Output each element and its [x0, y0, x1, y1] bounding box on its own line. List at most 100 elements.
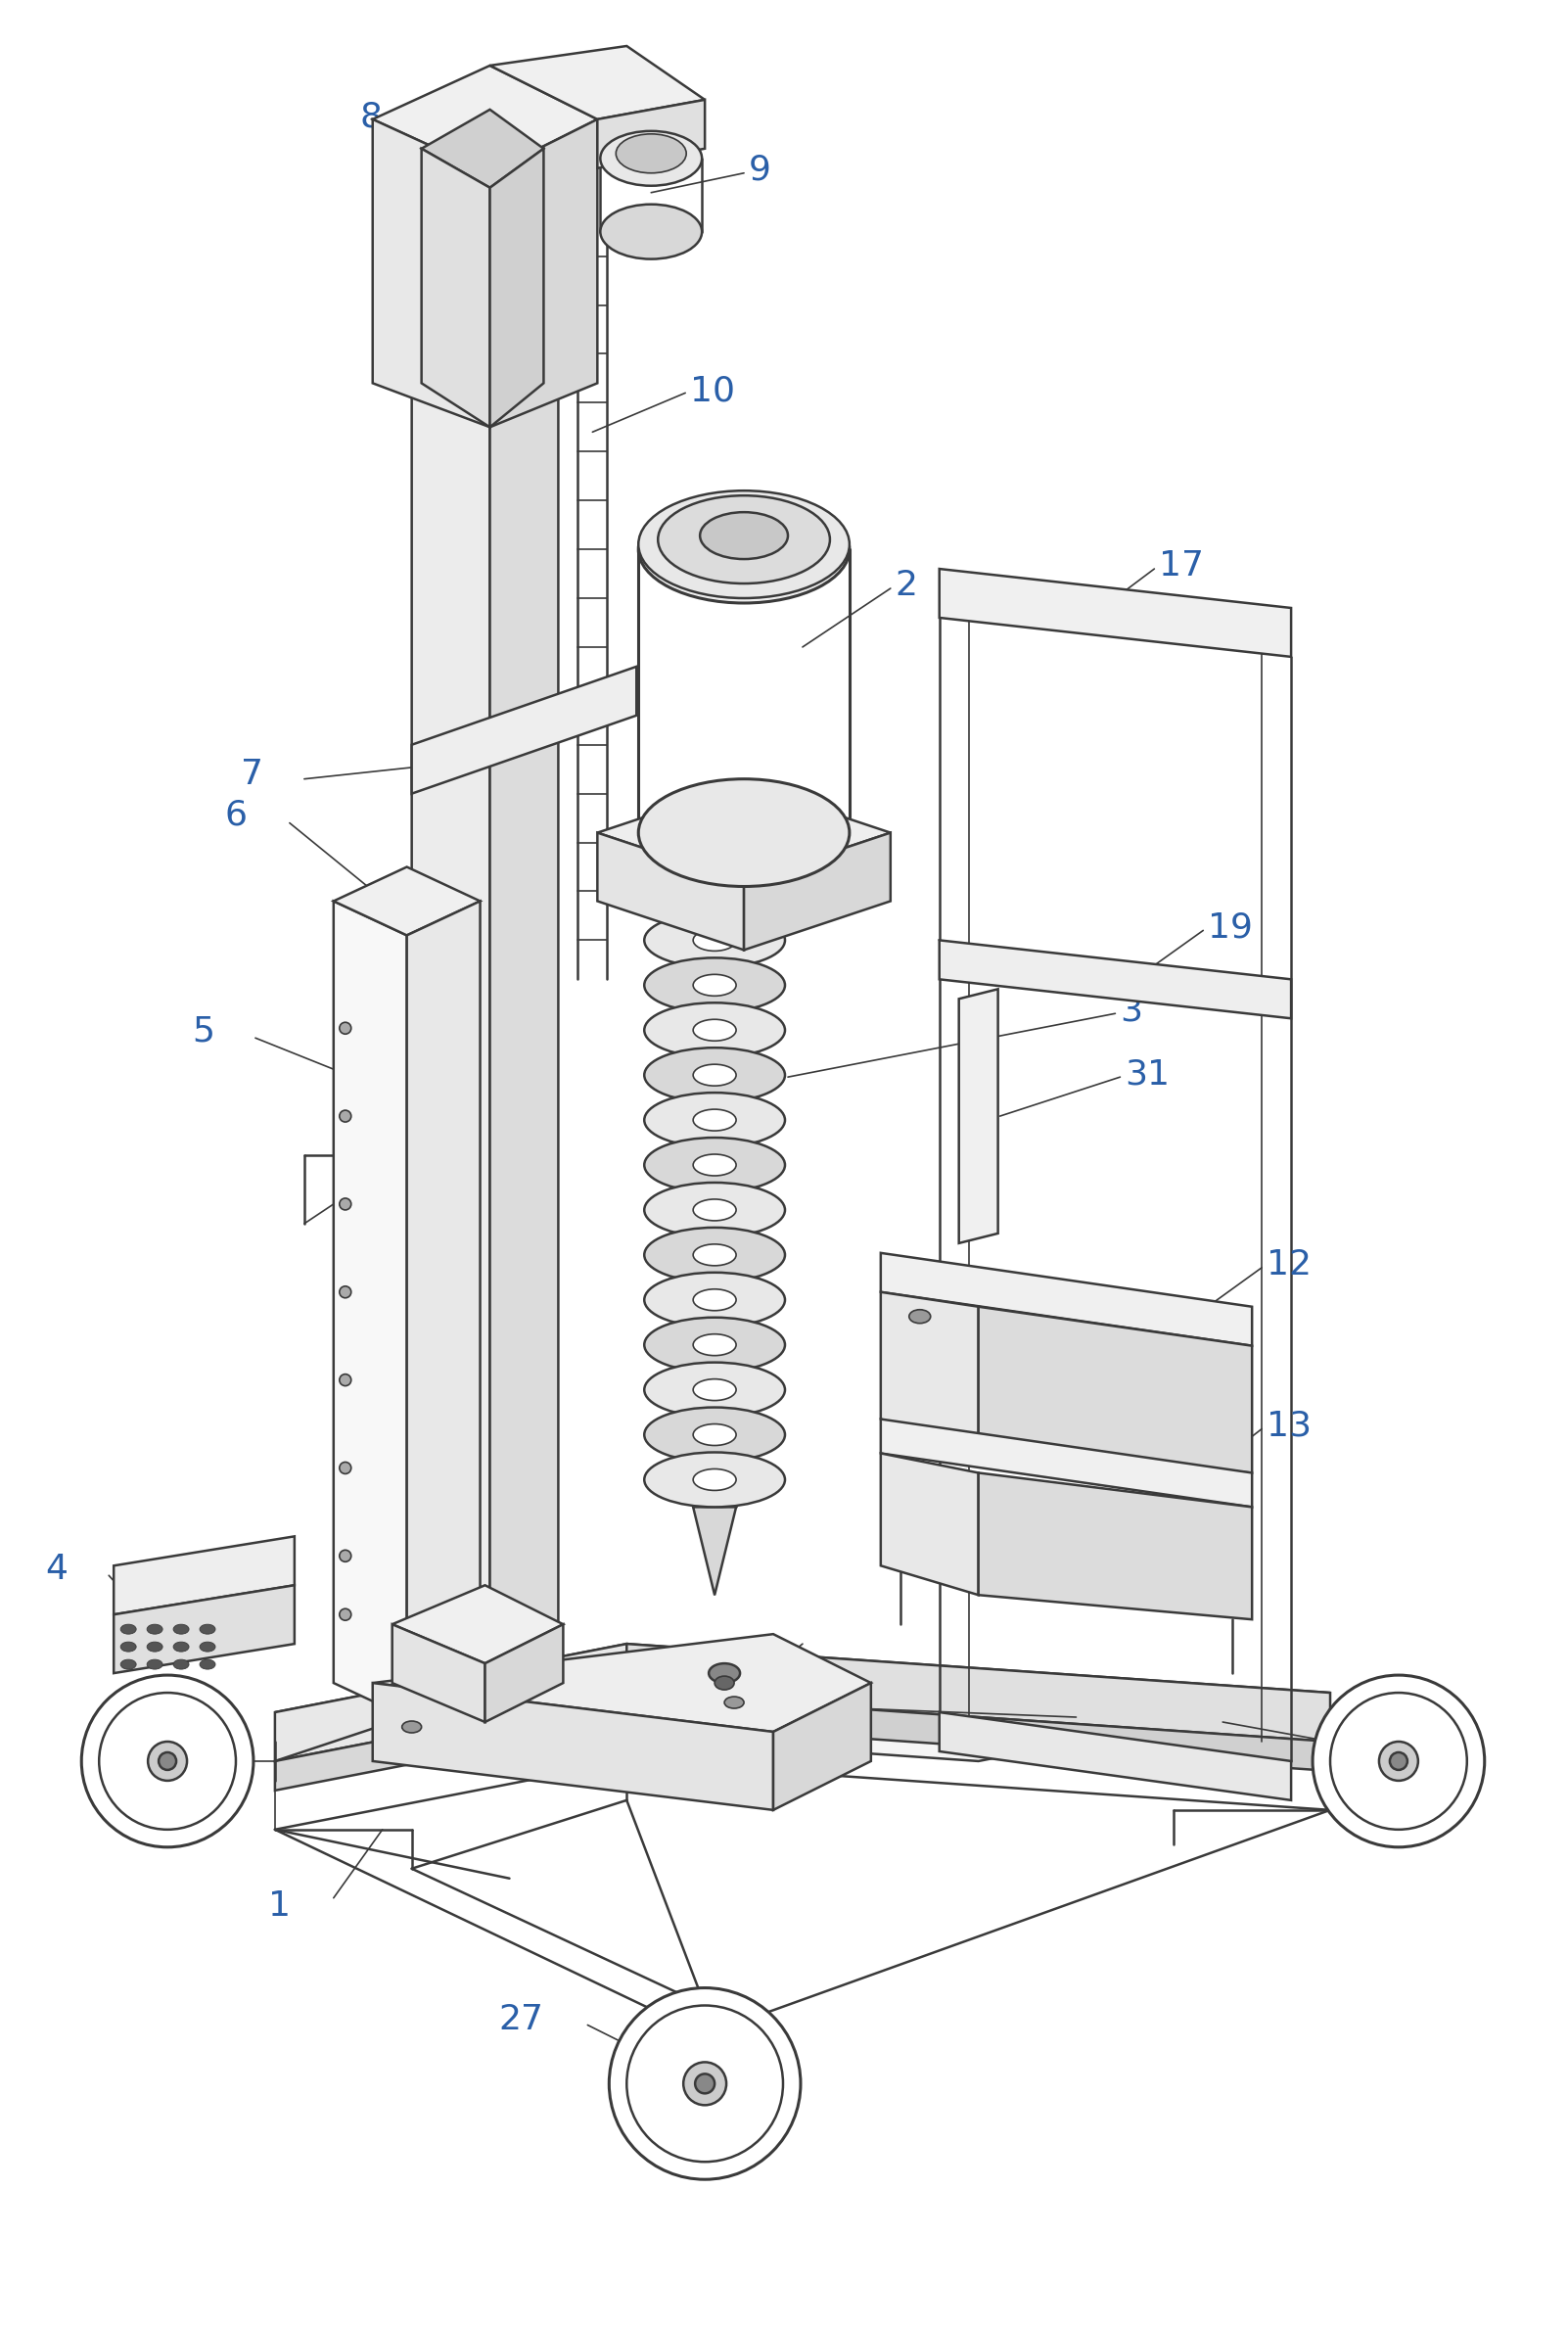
- Polygon shape: [392, 1623, 485, 1721]
- Text: 5: 5: [191, 1015, 215, 1048]
- Text: 27: 27: [499, 2003, 544, 2038]
- Polygon shape: [939, 941, 1290, 1018]
- Ellipse shape: [644, 1004, 786, 1057]
- Polygon shape: [392, 1586, 563, 1663]
- Ellipse shape: [684, 2061, 726, 2105]
- Ellipse shape: [601, 205, 702, 259]
- Text: 15: 15: [607, 1651, 651, 1684]
- Polygon shape: [939, 568, 1290, 657]
- Ellipse shape: [121, 1623, 136, 1635]
- Ellipse shape: [638, 778, 850, 887]
- Polygon shape: [597, 785, 891, 883]
- Ellipse shape: [1389, 1751, 1408, 1770]
- Ellipse shape: [644, 1318, 786, 1372]
- Polygon shape: [489, 47, 706, 119]
- Text: 17: 17: [1159, 550, 1204, 582]
- Polygon shape: [412, 335, 558, 412]
- Ellipse shape: [339, 1197, 351, 1211]
- Ellipse shape: [339, 1551, 351, 1563]
- Ellipse shape: [1312, 1675, 1485, 1847]
- Polygon shape: [114, 1537, 295, 1614]
- Ellipse shape: [608, 1989, 801, 2180]
- Ellipse shape: [693, 1020, 735, 1041]
- Polygon shape: [881, 1453, 978, 1595]
- Ellipse shape: [339, 1286, 351, 1297]
- Text: 12: 12: [1267, 1248, 1312, 1281]
- Text: 6: 6: [226, 799, 248, 831]
- Ellipse shape: [339, 1022, 351, 1034]
- Polygon shape: [422, 109, 544, 189]
- Ellipse shape: [199, 1623, 215, 1635]
- Ellipse shape: [174, 1642, 190, 1651]
- Ellipse shape: [709, 1663, 740, 1684]
- Text: 7: 7: [241, 757, 263, 792]
- Ellipse shape: [644, 1407, 786, 1463]
- Ellipse shape: [699, 512, 787, 559]
- Ellipse shape: [82, 1675, 254, 1847]
- Ellipse shape: [638, 496, 850, 603]
- Ellipse shape: [339, 1609, 351, 1621]
- Ellipse shape: [693, 1155, 735, 1176]
- Polygon shape: [489, 119, 597, 426]
- Ellipse shape: [644, 1453, 786, 1507]
- Polygon shape: [489, 149, 544, 426]
- Polygon shape: [489, 373, 558, 1761]
- Ellipse shape: [339, 1374, 351, 1386]
- Ellipse shape: [693, 929, 735, 950]
- Text: 1: 1: [268, 1889, 290, 1921]
- Polygon shape: [627, 1693, 1330, 1770]
- Polygon shape: [412, 666, 637, 794]
- Ellipse shape: [693, 974, 735, 997]
- Ellipse shape: [693, 1064, 735, 1085]
- Text: 19: 19: [1207, 911, 1253, 943]
- Polygon shape: [274, 1644, 1330, 1761]
- Ellipse shape: [693, 1379, 735, 1400]
- Ellipse shape: [601, 130, 702, 186]
- Polygon shape: [978, 1472, 1251, 1619]
- Ellipse shape: [147, 1742, 187, 1782]
- Ellipse shape: [339, 1463, 351, 1474]
- Text: 4: 4: [45, 1553, 67, 1586]
- Ellipse shape: [644, 957, 786, 1013]
- Ellipse shape: [147, 1623, 163, 1635]
- Polygon shape: [406, 901, 480, 1716]
- Ellipse shape: [1330, 1693, 1468, 1831]
- Polygon shape: [627, 1644, 1330, 1742]
- Ellipse shape: [644, 1183, 786, 1237]
- Ellipse shape: [616, 135, 687, 172]
- Ellipse shape: [693, 1423, 735, 1446]
- Ellipse shape: [638, 491, 850, 599]
- Text: 31: 31: [1124, 1057, 1170, 1090]
- Ellipse shape: [121, 1642, 136, 1651]
- Ellipse shape: [644, 1362, 786, 1416]
- Ellipse shape: [1378, 1742, 1417, 1782]
- Polygon shape: [373, 1684, 773, 1810]
- Ellipse shape: [401, 1721, 422, 1733]
- Ellipse shape: [659, 496, 829, 585]
- Polygon shape: [274, 1693, 627, 1791]
- Polygon shape: [373, 119, 489, 426]
- Ellipse shape: [147, 1642, 163, 1651]
- Ellipse shape: [695, 2073, 715, 2094]
- Ellipse shape: [121, 1661, 136, 1670]
- Ellipse shape: [693, 1470, 735, 1491]
- Polygon shape: [773, 1684, 870, 1810]
- Polygon shape: [881, 1418, 1251, 1507]
- Ellipse shape: [199, 1661, 215, 1670]
- Ellipse shape: [339, 1111, 351, 1123]
- Ellipse shape: [693, 1335, 735, 1355]
- Polygon shape: [597, 100, 706, 168]
- Polygon shape: [422, 149, 489, 426]
- Ellipse shape: [693, 1290, 735, 1311]
- Ellipse shape: [644, 1048, 786, 1102]
- Ellipse shape: [99, 1693, 235, 1831]
- Ellipse shape: [627, 2005, 782, 2161]
- Polygon shape: [373, 65, 597, 172]
- Ellipse shape: [644, 1137, 786, 1192]
- Ellipse shape: [644, 1092, 786, 1148]
- Ellipse shape: [644, 1272, 786, 1328]
- Ellipse shape: [693, 1244, 735, 1265]
- Polygon shape: [978, 1307, 1251, 1472]
- Polygon shape: [373, 1635, 870, 1733]
- Polygon shape: [743, 834, 891, 950]
